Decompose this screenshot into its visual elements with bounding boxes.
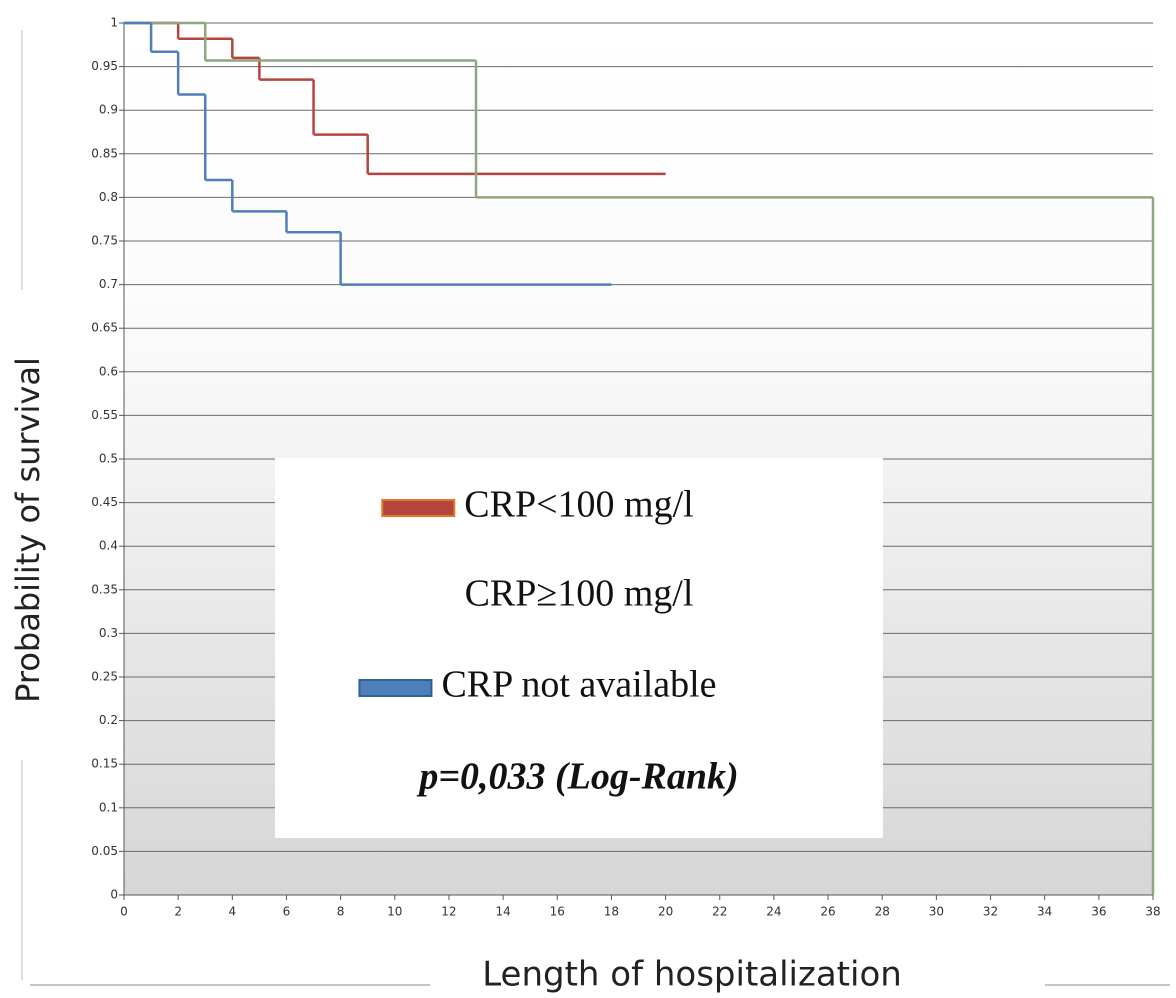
legend-label: CRP<100 mg/l: [464, 484, 693, 526]
y-tick-label: 0.1: [99, 800, 118, 814]
x-tick-label: 38: [1145, 905, 1160, 919]
legend-label: CRP≥100 mg/l: [465, 573, 694, 615]
x-tick-label: 36: [1091, 905, 1106, 919]
y-tick-label: 0.65: [91, 321, 118, 335]
x-tick-label: 18: [604, 905, 619, 919]
y-tick-label: 0.25: [91, 670, 118, 684]
x-tick-label: 26: [820, 905, 835, 919]
y-tick-label: 0.15: [91, 757, 118, 771]
legend-label: CRP not available: [441, 664, 716, 706]
x-tick-label: 28: [875, 905, 890, 919]
x-tick-label: 16: [550, 905, 565, 919]
y-tick-label: 0.2: [99, 713, 118, 727]
y-axis-label: Probability of survival: [9, 357, 47, 703]
x-tick-label: 6: [283, 905, 291, 919]
y-tick-label: 0.75: [91, 234, 118, 248]
x-tick-label: 10: [387, 905, 402, 919]
y-tick-label: 0.45: [91, 495, 118, 509]
y-tick-label: 0.7: [99, 277, 118, 291]
y-tick-label: 1: [110, 16, 118, 30]
y-tick-label: 0.4: [99, 539, 118, 553]
x-tick-label: 32: [983, 905, 998, 919]
y-tick-label: 0: [110, 888, 118, 902]
y-tick-label: 0.05: [91, 844, 118, 858]
x-tick-label: 12: [441, 905, 456, 919]
x-tick-label: 34: [1037, 905, 1052, 919]
y-tick-label: 0.6: [99, 364, 118, 378]
y-tick-label: 0.95: [91, 59, 118, 73]
y-tick-label: 0.3: [99, 626, 118, 640]
y-tick-label: 0.9: [99, 103, 118, 117]
y-tick-label: 0.8: [99, 190, 118, 204]
legend: [275, 458, 883, 838]
x-tick-label: 30: [929, 905, 944, 919]
x-tick-label: 22: [712, 905, 727, 919]
x-tick-label: 4: [228, 905, 236, 919]
y-tick-label: 0.85: [91, 146, 118, 160]
x-axis-label: Length of hospitalization: [482, 955, 902, 995]
x-tick-label: 24: [766, 905, 781, 919]
x-tick-label: 2: [174, 905, 182, 919]
x-tick-label: 20: [658, 905, 673, 919]
y-tick-label: 0.55: [91, 408, 118, 422]
y-tick-label: 0.5: [99, 452, 118, 466]
legend-swatch: [358, 679, 433, 697]
annotation: p=0,033 (Log-Rank): [416, 756, 738, 798]
legend-swatch: [381, 499, 456, 517]
x-tick-label: 14: [495, 905, 510, 919]
y-tick-label: 0.35: [91, 582, 118, 596]
legend-swatch: [383, 589, 455, 605]
x-tick-label: 0: [120, 905, 128, 919]
x-tick-label: 8: [337, 905, 345, 919]
